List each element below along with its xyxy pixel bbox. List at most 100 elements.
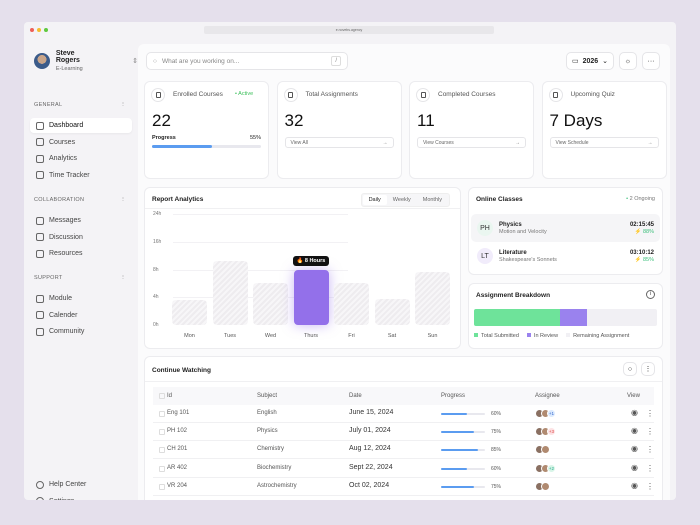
eye-icon[interactable]: ◉ <box>631 499 638 500</box>
progress-bar <box>441 431 485 434</box>
cell-date: June 15, 2024 <box>349 409 394 416</box>
legend-swatch <box>474 333 478 337</box>
cell-subject: Astrochemistry <box>257 482 297 489</box>
main-panel: ○ What are you working on... / ▭ 2026 ⌄ ☼ … <box>138 44 670 500</box>
breakdown-bar <box>474 309 657 326</box>
help-icon <box>36 480 44 489</box>
x-tick-label: Fri <box>348 333 355 339</box>
search-icon: ○ <box>153 57 157 65</box>
sidebar-item-messages[interactable]: Messages <box>30 213 132 228</box>
cell-progress: 85% <box>491 447 502 454</box>
online-class-item[interactable]: PH Physics Motion and Velocity 02:15:45 ⚡ 88… <box>471 214 660 242</box>
assignee-avatars: +2 <box>535 463 556 473</box>
row-checkbox[interactable] <box>159 465 165 472</box>
class-avatar: PH <box>477 220 493 236</box>
stat-link[interactable]: View All → <box>284 137 394 148</box>
sidebar-item-dashboard[interactable]: Dashboard <box>30 118 132 133</box>
sidebar-item-analytics[interactable]: Analytics <box>30 151 132 166</box>
profile-switcher[interactable]: Steve Rogers E-Learning ⇕ <box>34 50 138 72</box>
status-badge: • Active <box>235 91 254 97</box>
row-checkbox[interactable] <box>159 429 165 436</box>
table-more-button[interactable]: ⋮ <box>641 362 655 376</box>
info-icon[interactable]: i <box>646 290 655 299</box>
class-topic: Shakespeare's Sonnets <box>499 256 557 263</box>
online-classes-card: Online Classes • 2 Ongoing PH Physics Moti… <box>468 187 663 275</box>
x-tick-label: Thurs <box>303 333 319 339</box>
legend-label: In Review <box>533 333 559 339</box>
close-dot[interactable] <box>30 28 34 32</box>
sidebar-item-courses[interactable]: Courses <box>30 135 132 150</box>
more-vertical-icon[interactable]: ⋮ <box>646 481 654 491</box>
select-all-checkbox[interactable] <box>159 393 165 399</box>
online-class-item[interactable]: LT Literature Shakespeare's Sonnets 03:10:1… <box>471 242 660 270</box>
section-label: GENERAL <box>34 102 63 108</box>
chart-icon <box>36 154 44 163</box>
sidebar-item-calender[interactable]: Calender <box>30 308 132 323</box>
report-analytics-card: Report Analytics Daily Weekly Monthly 0h 4h… <box>144 187 461 349</box>
stat-value: 7 Days <box>549 111 603 130</box>
sidebar-item-discussion[interactable]: Discussion <box>30 230 132 245</box>
class-time: 02:15:45 <box>629 221 654 228</box>
assignee-avatars <box>535 445 550 455</box>
stat-title: Total Assignments <box>305 91 358 98</box>
more-vertical-icon[interactable]: ⋮ <box>120 197 126 203</box>
legend-item: In Review <box>526 333 559 339</box>
eye-icon[interactable]: ◉ <box>631 444 638 454</box>
sidebar-item-help-center[interactable]: Help Center <box>30 477 132 492</box>
tab-monthly[interactable]: Monthly <box>422 197 442 203</box>
profile-name: Steve Rogers <box>55 50 80 64</box>
x-tick-label: Tues <box>223 333 237 339</box>
tab-daily[interactable]: Daily <box>362 195 387 205</box>
stat-link[interactable]: View Courses → <box>417 137 526 148</box>
eye-icon[interactable]: ◉ <box>631 408 638 417</box>
more-vertical-icon[interactable]: ⋮ <box>646 445 654 455</box>
more-vertical-icon[interactable]: ⋮ <box>646 409 654 418</box>
section-label: COLLABORATION <box>34 197 85 203</box>
sidebar-item-resources[interactable]: Resources <box>30 246 132 261</box>
cell-id: Eng 101 <box>167 410 190 416</box>
arrow-right-icon: → <box>382 139 388 146</box>
period-tabs: Daily Weekly Monthly <box>360 193 450 207</box>
y-tick-label: 16h <box>153 238 162 245</box>
search-input[interactable]: ○ What are you working on... / <box>146 52 348 70</box>
sidebar-item-label: Analytics <box>49 155 78 162</box>
eye-icon[interactable]: ◉ <box>631 480 638 490</box>
sidebar-item-time-tracker[interactable]: Time Tracker <box>30 168 132 183</box>
sidebar-item-label: Settings <box>49 498 74 501</box>
maximize-dot[interactable] <box>44 28 48 32</box>
sidebar-item-settings[interactable]: Settings <box>30 494 132 501</box>
eye-icon[interactable]: ◉ <box>631 462 638 472</box>
sidebar-item-module[interactable]: Module <box>30 291 132 306</box>
address-bar[interactable]: e.novebs.agency <box>204 26 494 34</box>
legend-item: Remaining Assignment <box>566 333 629 339</box>
row-checkbox[interactable] <box>159 447 165 454</box>
tab-weekly[interactable]: Weekly <box>392 197 411 203</box>
year-select[interactable]: ▭ 2026 ⌄ <box>566 52 614 70</box>
document-icon <box>416 88 430 102</box>
table-search-button[interactable]: ○ <box>623 362 637 376</box>
stat-value: 32 <box>284 111 304 130</box>
more-vertical-icon[interactable]: ⋮ <box>120 275 126 281</box>
more-vertical-icon[interactable]: ⋮ <box>646 463 654 473</box>
row-checkbox[interactable] <box>159 483 165 490</box>
gridline <box>173 269 348 271</box>
more-vertical-icon[interactable]: ⋮ <box>120 102 126 108</box>
stat-link[interactable]: View Schedule → <box>549 137 659 148</box>
grid-icon <box>36 121 44 130</box>
theme-toggle-button[interactable]: ☼ <box>619 52 637 70</box>
sidebar-item-community[interactable]: Community <box>30 324 132 339</box>
eye-icon[interactable]: ◉ <box>631 426 638 436</box>
minimize-dot[interactable] <box>37 28 41 32</box>
timer-icon <box>36 171 44 179</box>
column-header: Assignee <box>535 393 560 399</box>
row-checkbox[interactable] <box>159 411 165 417</box>
stat-card-enrolled-courses: Enrolled Courses • Active 22 Progress 55% <box>144 81 269 179</box>
stat-value: 22 <box>152 111 171 130</box>
more-button[interactable]: ··· <box>642 52 660 70</box>
avatar <box>541 445 550 455</box>
class-name: Physics <box>499 221 522 228</box>
more-vertical-icon[interactable]: ⋮ <box>646 427 654 437</box>
assignee-avatars <box>535 481 550 491</box>
message-icon <box>36 216 44 225</box>
